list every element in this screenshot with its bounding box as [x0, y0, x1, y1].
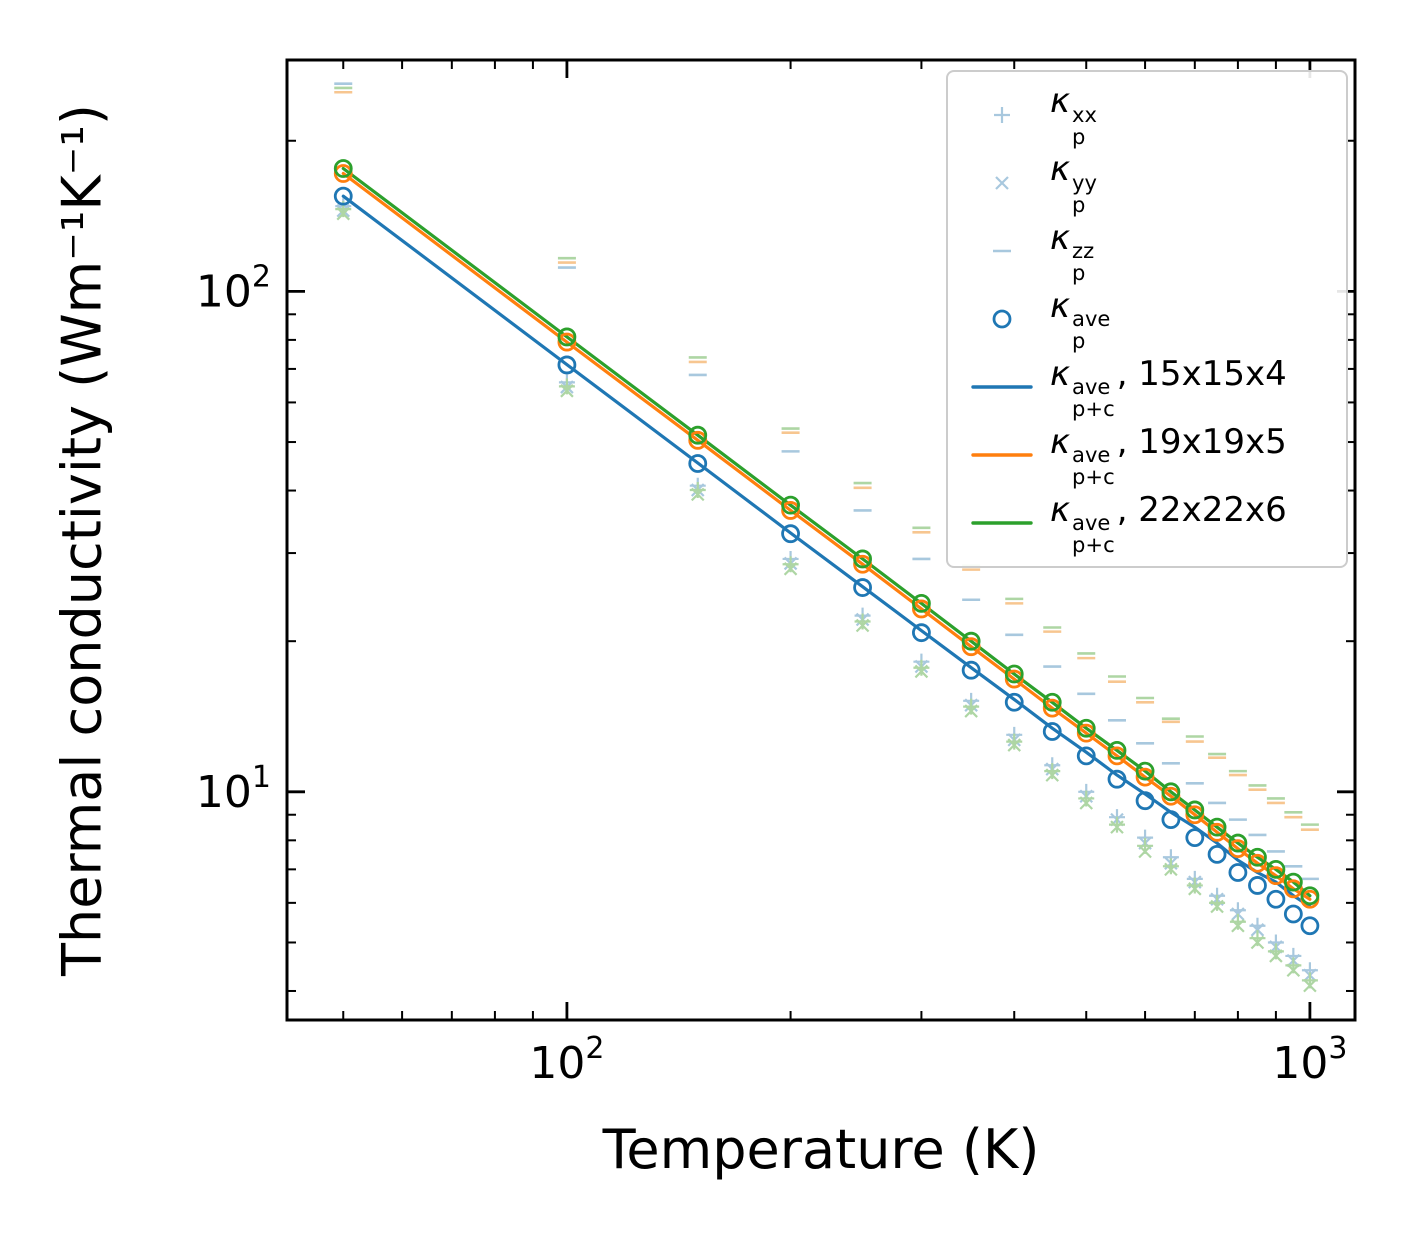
line-legend-icon — [971, 453, 1033, 457]
series-kappa-ave-22x22x6 — [333, 159, 1320, 906]
series-kappa-zz-22x22x6 — [334, 86, 1319, 826]
dash-legend-icon — [993, 249, 1011, 253]
series-kappa-zz-15x15x4 — [334, 82, 1319, 881]
legend-entry-label: κ yy p — [1050, 149, 1097, 218]
legend-entry: κ zz p — [970, 218, 1338, 285]
plus-legend-icon — [994, 106, 1010, 123]
line-legend-icon — [971, 521, 1033, 525]
tick-label: 102 — [196, 259, 271, 317]
series-kappa-zz-19x19x5 — [334, 90, 1319, 832]
series-kappa-yy-22x22x6 — [336, 206, 1317, 993]
legend-entry: κ ave p — [970, 286, 1338, 353]
x-axis-label: Temperature (K) — [602, 1118, 1040, 1181]
legend-entry: κ yy p — [970, 149, 1338, 216]
legend-entry-label: κ xx p — [1050, 81, 1097, 149]
legend-entry-label: κ zz p — [1050, 217, 1095, 286]
legend-entry: κ ave p+c, 19x19x5 — [970, 422, 1338, 489]
series-kappa-ave-15x15x4 — [333, 186, 1320, 936]
legend-entry-label: κ ave p+c, 15x15x4 — [1050, 353, 1287, 422]
y-axis-label: Thermal conductivity (Wm⁻¹K⁻¹) — [50, 104, 114, 976]
legend-entry-label: κ ave p — [1050, 285, 1111, 354]
line-legend-icon — [971, 385, 1033, 389]
legend-entry: κ ave p+c, 22x22x6 — [970, 490, 1338, 557]
series-kappa-ave-19x19x5 — [333, 164, 1320, 909]
legend-entry-label: κ ave p+c, 22x22x6 — [1050, 489, 1287, 558]
legend: κ xx p κ yy p κ zz p κ ave p κ ave p+c, 15x15x4 κ ave p+c… — [946, 70, 1348, 568]
legend-entry: κ ave p+c, 15x15x4 — [970, 354, 1338, 421]
axes: 102 103 101 102 — [196, 58, 1357, 1089]
tick-label: 103 — [1272, 1031, 1347, 1089]
series-kappa-p-plus-c-ave-19x19x5 — [341, 171, 1312, 901]
legend-entry: κ xx p — [970, 81, 1338, 148]
tick-label: 102 — [529, 1031, 604, 1089]
circle-legend-icon — [992, 309, 1012, 329]
plot-spines — [285, 58, 1357, 1022]
legend-entry-label: κ ave p+c, 19x19x5 — [1050, 421, 1287, 490]
cross-legend-icon — [995, 176, 1009, 190]
tick-label: 101 — [196, 760, 271, 818]
